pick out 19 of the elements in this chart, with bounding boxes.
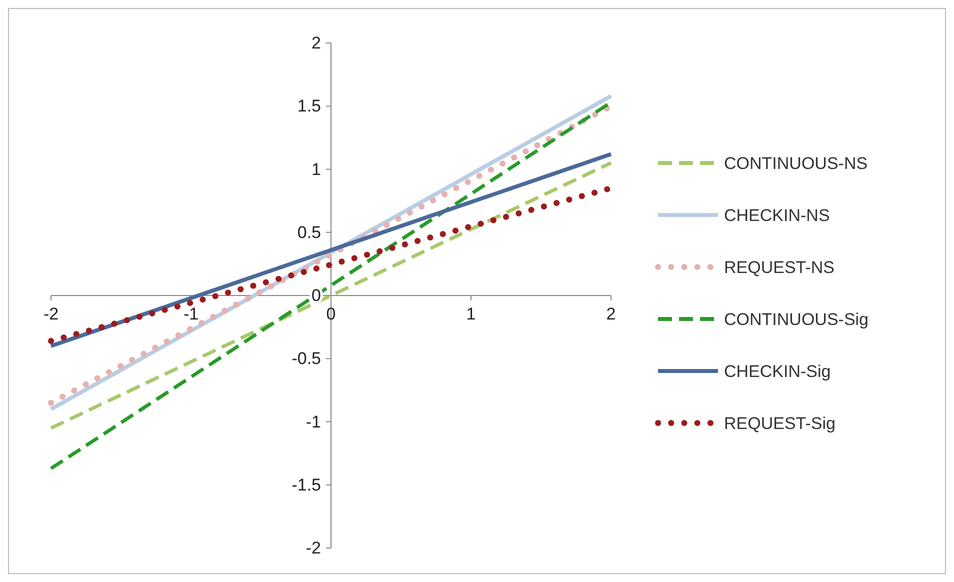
x-tick-label: 0 [326, 304, 336, 324]
legend-label: REQUEST-NS [724, 258, 835, 277]
x-tick-label: -2 [43, 304, 59, 324]
y-tick-label: -0.5 [292, 349, 321, 368]
y-tick-label: 0.5 [297, 222, 321, 242]
y-tick-label: -1.5 [292, 475, 321, 494]
legend-label: CHECKIN-Sig [724, 362, 831, 381]
legend-label: CONTINUOUS-NS [724, 154, 868, 173]
legend-label: CHECKIN-NS [724, 206, 830, 225]
y-tick-label: 1 [312, 160, 321, 179]
legend-label: REQUEST-Sig [724, 414, 836, 433]
x-tick-label: -1 [183, 304, 199, 324]
y-tick-label: 1.5 [297, 96, 321, 116]
y-tick-label: -1 [306, 412, 321, 432]
y-tick-label: 2 [312, 34, 321, 52]
x-tick-label: 2 [606, 304, 616, 324]
y-tick-label: -2 [306, 538, 321, 558]
x-tick-label: 1 [466, 304, 476, 324]
legend-label: CONTINUOUS-Sig [724, 310, 869, 329]
